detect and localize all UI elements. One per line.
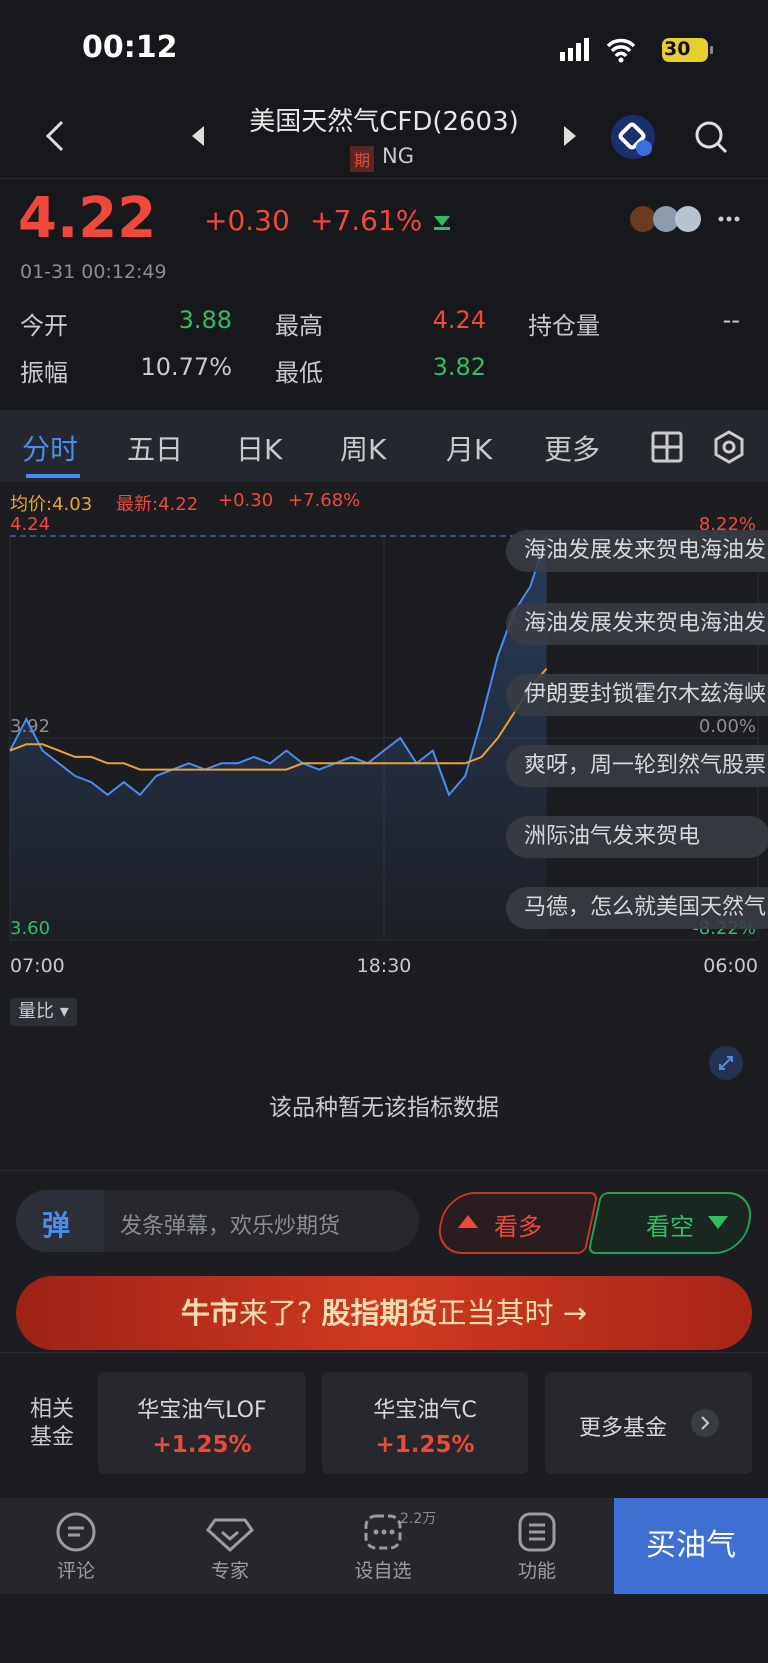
fund-name: 华宝油气C [373,1398,477,1423]
top-area [0,0,768,410]
period-tabs: 分时 五日 日K 周K 月K 更多 [0,410,768,482]
follow-badge: 2.2万 [400,1511,437,1527]
comment-bubble[interactable]: 海油发展发来贺电海油发 [506,603,768,645]
divider [0,178,768,179]
stat-label: 最低 [275,359,323,387]
expand-button[interactable] [708,1045,744,1081]
latest-change-pct: +7.68% [288,490,361,511]
prev-button[interactable] [188,124,208,148]
bear-label: 看空 [646,1213,694,1241]
tab[interactable]: 五日 [127,433,184,466]
battery-level: 30 [664,38,691,60]
next-button[interactable] [560,124,580,148]
nav-item[interactable]: 功能 [517,1560,556,1582]
status-icons [560,38,713,63]
fund-card[interactable]: 华宝油气LOF +1.25% [98,1372,306,1474]
layout-button[interactable] [650,430,684,464]
nav-item[interactable]: 设自选 [354,1560,412,1582]
x-tick-label: 18:30 [357,955,412,977]
quote-time: 01-31 00:12:49 [20,261,167,283]
danmaku-icon: 弹 [42,1209,71,1242]
y2-tick-label: 0.00% [699,716,756,737]
x-tick-label: 07:00 [10,955,65,977]
indicator-name: 量比 [18,1001,54,1022]
empty-message: 该品种暂无该指标数据 [269,1095,499,1121]
stat-value: 10.77% [140,353,232,381]
tab[interactable]: 分时 [22,433,79,466]
chevron [691,1409,719,1437]
avg-legend: 均价:4.03 [10,494,93,515]
tab[interactable]: 月K [446,433,493,466]
page-title: 美国天然气CFD(2603) [249,107,519,137]
stat-value: -- [722,306,740,334]
banner-text: 正当其时 [437,1296,554,1330]
more-funds-card[interactable]: 更多基金 [545,1372,752,1474]
fund-change: +1.25% [375,1432,475,1458]
indicator-selector[interactable]: 量比 ▾ [10,998,77,1026]
search-button[interactable] [694,120,730,156]
price-area [10,536,547,940]
stat-label: 今开 [20,312,68,340]
banner-arrow: → [562,1296,588,1330]
danmaku-icon-box [16,1190,104,1252]
nav-item[interactable]: 评论 [56,1560,95,1582]
more-funds: 更多基金 [579,1416,668,1441]
x-tick-label: 06:00 [703,955,758,977]
symbol-code: NG [382,144,414,168]
divider [0,1352,768,1353]
trade-button[interactable]: 买油气 [614,1498,768,1594]
funds-label: 相关基金 [30,1397,75,1450]
price-change-pct: +7.61% [310,204,423,237]
latest-legend: 最新:4.22 [116,494,199,515]
stat-label: 振幅 [20,359,68,387]
latest-change: +0.30 [218,490,274,511]
y-tick-label: 4.24 [10,514,50,535]
stat-label: 最高 [275,312,323,340]
bottom-icons [56,1512,556,1553]
bull-icon [458,1215,478,1228]
comment-bubble[interactable]: 海油发展发来贺电海油发 [506,530,768,572]
last-price: 4.22 [18,186,157,251]
back-button[interactable] [40,118,70,154]
trend-arrow [434,216,450,230]
nav-item[interactable]: 专家 [210,1560,249,1582]
fund-card[interactable]: 华宝油气C +1.25% [322,1372,528,1474]
avatars[interactable] [628,204,748,234]
stat-value: 4.24 [432,306,486,334]
comment-bubble[interactable]: 爽呀，周一轮到然气股票 [506,745,768,787]
stat-value: 3.88 [178,306,232,334]
status-time: 00:12 [82,30,178,65]
banner-text: 股指期货 [321,1296,438,1330]
tab[interactable]: 更多 [544,433,601,466]
stat-label: 持仓量 [528,312,600,340]
promo-banner[interactable]: 牛市来了? 股指期货正当其时 → [16,1276,752,1350]
fund-name: 华宝油气LOF [137,1398,267,1423]
tab[interactable]: 日K [236,433,283,466]
settings-button[interactable] [712,430,746,464]
market-tag: 期 [350,146,375,172]
banner-text: 牛市 [180,1296,239,1330]
bull-label: 看多 [494,1213,542,1241]
avg-line [9,667,548,771]
ai-button[interactable] [610,114,656,160]
tab-indicator [26,474,80,478]
banner-text: 来了? [238,1296,313,1330]
comment-bubble[interactable]: 伊朗要封锁霍尔木兹海峡 [506,674,768,716]
bear-icon [708,1216,728,1229]
fund-change: +1.25% [152,1432,252,1458]
divider [0,1170,768,1171]
input-placeholder: 发条弹幕，欢乐炒期货 [120,1214,341,1239]
comment-bubble[interactable]: 洲际油气发来贺电 [506,816,768,858]
tab[interactable]: 周K [340,433,387,466]
stat-value: 3.82 [432,353,486,381]
comment-bubble[interactable]: 马德，怎么就美国天然气 [506,887,768,929]
price-line [9,535,548,797]
price-change: +0.30 [204,204,290,237]
y2-tick-label: 8.22% [699,514,756,535]
